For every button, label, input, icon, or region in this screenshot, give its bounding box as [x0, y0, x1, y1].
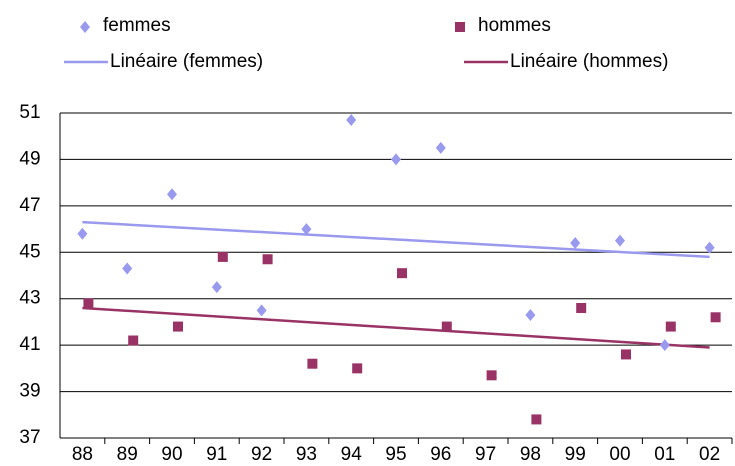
point — [704, 241, 715, 254]
point — [659, 339, 670, 352]
x-tick-label: 98 — [520, 444, 541, 465]
point — [346, 113, 357, 126]
x-tick-label: 01 — [654, 444, 675, 465]
legend-label: Linéaire (hommes) — [510, 51, 668, 72]
x-tick-label: 99 — [565, 444, 586, 465]
point — [301, 223, 312, 236]
x-tick-label: 00 — [609, 444, 630, 465]
x-tick-label: 91 — [206, 444, 227, 465]
y-tick-label: 43 — [19, 288, 40, 309]
point — [576, 303, 587, 313]
y-tick-label: 41 — [19, 334, 40, 355]
x-tick-label: 88 — [72, 444, 93, 465]
legend-marker — [80, 21, 90, 33]
x-tick-label: 97 — [475, 444, 496, 465]
legend-label: hommes — [478, 15, 551, 36]
point — [435, 141, 446, 154]
point — [83, 298, 94, 309]
point — [615, 234, 625, 247]
legend-label: femmes — [103, 15, 171, 36]
x-tick-label: 89 — [117, 444, 138, 465]
point — [211, 281, 222, 294]
point — [570, 237, 581, 249]
legend-marker — [455, 22, 465, 32]
point — [77, 227, 88, 240]
x-tick-label: 93 — [296, 444, 317, 465]
point — [710, 312, 721, 323]
y-tick-label: 51 — [19, 102, 40, 123]
point — [352, 363, 363, 374]
y-tick-label: 47 — [19, 195, 40, 216]
y-tick-label: 49 — [19, 148, 40, 169]
point — [122, 262, 133, 275]
point — [531, 414, 542, 425]
x-tick-label: 90 — [161, 444, 182, 465]
trend-line — [82, 306, 710, 349]
x-tick-label: 92 — [251, 444, 272, 465]
x-tick-label: 96 — [430, 444, 451, 465]
point — [128, 335, 139, 346]
point — [441, 321, 452, 332]
point — [307, 358, 318, 369]
point — [391, 153, 401, 166]
point — [525, 308, 536, 321]
point — [217, 251, 228, 262]
x-tick-label: 95 — [385, 444, 406, 465]
point — [256, 304, 267, 317]
y-tick-label: 45 — [19, 241, 40, 262]
point — [665, 321, 676, 332]
point — [486, 370, 497, 381]
x-tick-label: 02 — [699, 444, 720, 465]
point — [397, 268, 407, 279]
x-tick-label: 94 — [341, 444, 363, 465]
legend-label: Linéaire (femmes) — [110, 51, 263, 72]
point — [262, 254, 273, 265]
point — [173, 321, 183, 332]
point — [621, 349, 631, 360]
y-tick-label: 39 — [19, 381, 40, 402]
y-tick-label: 37 — [19, 427, 40, 448]
point — [167, 188, 177, 201]
trend-line — [82, 220, 710, 259]
